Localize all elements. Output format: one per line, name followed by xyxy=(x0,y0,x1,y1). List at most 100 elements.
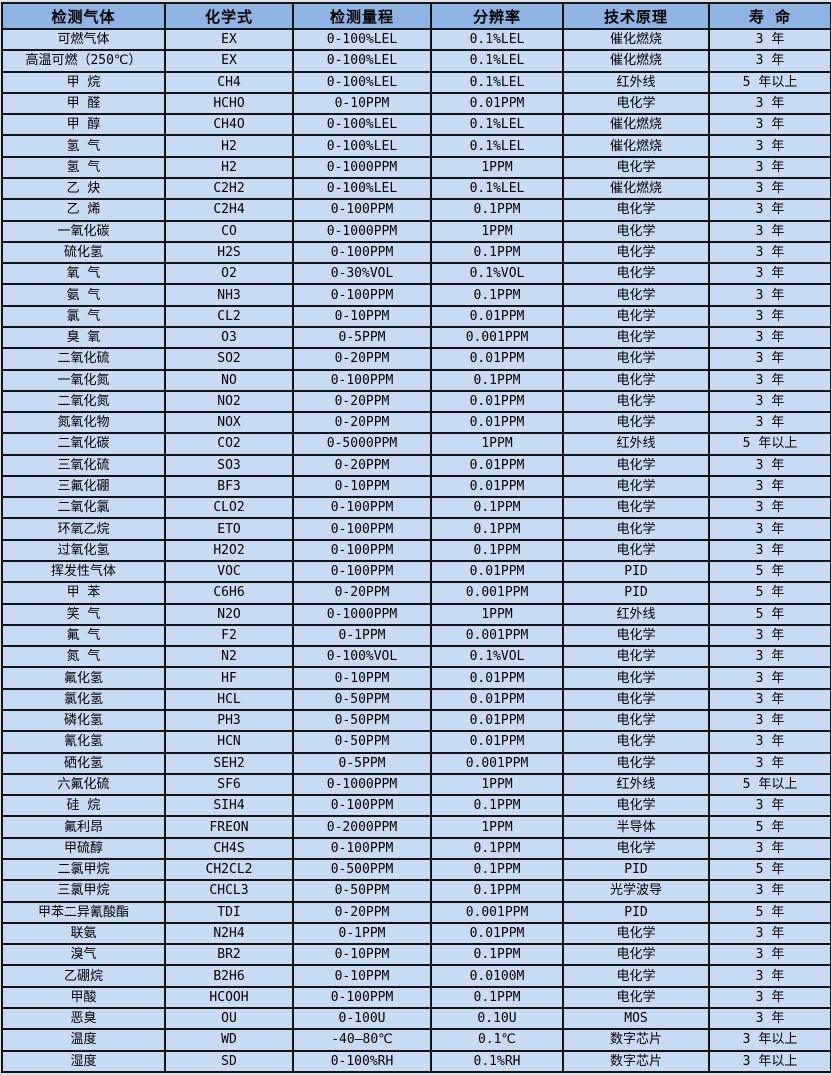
table-row: 三氧化硫 SO3 0-20PPM 0.01PPM 电化学 3 年 xyxy=(1,453,831,477)
table-cell-range: 0-100PPM xyxy=(292,560,432,584)
table-cell-principle: 电化学 xyxy=(562,964,710,988)
table-cell-resolution: 0.1%LEL xyxy=(430,134,564,158)
table-cell-formula: NOX xyxy=(164,411,294,435)
table-cell-resolution: 1PPM xyxy=(430,772,564,797)
table-row: 氰化氢 HCN 0-50PPM 0.01PPM 电化学 3 年 xyxy=(1,730,831,754)
table-cell-formula: H2 xyxy=(164,155,294,179)
table-cell-principle: 红外线 xyxy=(562,70,710,94)
table-cell-lifespan: 3 年 xyxy=(708,474,831,499)
table-row: 氢 气 H2 0-100%LEL 0.1%LEL 催化燃烧 3 年 xyxy=(1,134,831,158)
column-header-principle: 技术原理 xyxy=(562,2,710,30)
table-row: 挥发性气体 VOC 0-100PPM 0.01PPM PID 5 年 xyxy=(1,560,831,584)
gas-spec-table-body: 可燃气体 EX 0-100%LEL 0.1%LEL 催化燃烧 3 年高温可燃（250℃） E… xyxy=(1,27,831,1073)
table-cell-formula: CHCL3 xyxy=(164,879,294,903)
table-cell-principle: 电化学 xyxy=(562,623,710,648)
table-cell-gas: 甲酸 xyxy=(1,985,166,1009)
table-row: 温度 WD -40—80℃ 0.1℃ 数字芯片 3 年以上 xyxy=(1,1028,831,1052)
table-cell-resolution: 0.1PPM xyxy=(430,836,564,860)
table-cell-lifespan: 3 年 xyxy=(708,91,831,116)
table-cell-gas: 甲 苯 xyxy=(1,581,166,605)
table-row: 磷化氢 PH3 0-50PPM 0.01PPM 电化学 3 年 xyxy=(1,708,831,733)
table-cell-resolution: 0.001PPM xyxy=(430,581,564,605)
table-cell-gas: 甲 醇 xyxy=(1,113,166,137)
table-cell-gas: 氟利昂 xyxy=(1,815,166,839)
table-cell-lifespan: 3 年 xyxy=(708,708,831,733)
table-cell-formula: PH3 xyxy=(164,708,294,733)
table-cell-formula: H2S xyxy=(164,240,294,265)
table-cell-lifespan: 3 年 xyxy=(708,623,831,648)
table-cell-principle: 光学波导 xyxy=(562,879,710,903)
table-cell-formula: NO xyxy=(164,368,294,392)
table-cell-gas: 可燃气体 xyxy=(1,27,166,52)
table-cell-gas: 二氯甲烷 xyxy=(1,857,166,882)
table-cell-resolution: 0.01PPM xyxy=(430,453,564,477)
table-cell-lifespan: 3 年 xyxy=(708,134,831,158)
table-cell-principle: 电化学 xyxy=(562,347,710,371)
table-row: 乙 烯 C2H4 0-100PPM 0.1PPM 电化学 3 年 xyxy=(1,198,831,222)
table-cell-lifespan: 3 年 xyxy=(708,155,831,179)
table-cell-formula: TDI xyxy=(164,900,294,924)
table-cell-resolution: 1PPM xyxy=(430,815,564,839)
table-cell-range: 0-50PPM xyxy=(292,879,432,903)
table-cell-range: 0-100PPM xyxy=(292,496,432,520)
table-cell-principle: 电化学 xyxy=(562,411,710,435)
table-cell-range: 0-1PPM xyxy=(292,623,432,648)
table-cell-lifespan: 3 年 xyxy=(708,198,831,222)
table-cell-range: 0-10PPM xyxy=(292,666,432,690)
table-row: 三氟化硼 BF3 0-10PPM 0.01PPM 电化学 3 年 xyxy=(1,474,831,499)
table-cell-formula: CLO2 xyxy=(164,496,294,520)
table-cell-lifespan: 3 年以上 xyxy=(708,1028,831,1052)
table-cell-principle: 催化燃烧 xyxy=(562,176,710,201)
table-row: 氢 气 H2 0-1000PPM 1PPM 电化学 3 年 xyxy=(1,155,831,179)
table-cell-range: 0-100%LEL xyxy=(292,70,432,94)
table-cell-formula: N2H4 xyxy=(164,921,294,946)
table-cell-range: 0-1PPM xyxy=(292,921,432,946)
table-cell-lifespan: 3 年 xyxy=(708,240,831,265)
table-cell-lifespan: 3 年 xyxy=(708,304,831,328)
table-cell-lifespan: 5 年 xyxy=(708,581,831,605)
table-cell-principle: 电化学 xyxy=(562,240,710,265)
column-header-formula: 化学式 xyxy=(164,2,294,30)
table-cell-lifespan: 3 年以上 xyxy=(708,1049,831,1073)
table-cell-lifespan: 3 年 xyxy=(708,347,831,371)
table-cell-range: 0-50PPM xyxy=(292,730,432,754)
table-cell-formula: CH4O xyxy=(164,113,294,137)
table-cell-gas: 氢 气 xyxy=(1,134,166,158)
table-cell-principle: 数字芯片 xyxy=(562,1028,710,1052)
table-cell-lifespan: 3 年 xyxy=(708,921,831,946)
table-cell-formula: HCOOH xyxy=(164,985,294,1009)
table-row: 氯化氢 HCL 0-50PPM 0.01PPM 电化学 3 年 xyxy=(1,687,831,712)
table-cell-principle: 电化学 xyxy=(562,836,710,860)
table-cell-gas: 挥发性气体 xyxy=(1,560,166,584)
table-cell-gas: 氨 气 xyxy=(1,283,166,307)
table-cell-lifespan: 5 年 xyxy=(708,560,831,584)
table-cell-gas: 甲苯二异氰酸酯 xyxy=(1,900,166,924)
table-cell-lifespan: 3 年 xyxy=(708,943,831,967)
table-cell-formula: NO2 xyxy=(164,389,294,414)
table-cell-gas: 氰化氢 xyxy=(1,730,166,754)
table-cell-formula: BR2 xyxy=(164,943,294,967)
table-cell-resolution: 0.1%VOL xyxy=(430,645,564,669)
table-cell-gas: 氮氧化物 xyxy=(1,411,166,435)
table-cell-formula: N2O xyxy=(164,602,294,626)
table-cell-range: 0-100%LEL xyxy=(292,176,432,201)
table-cell-gas: 二氧化硫 xyxy=(1,347,166,371)
table-cell-gas: 乙 烯 xyxy=(1,198,166,222)
column-header-lifespan: 寿 命 xyxy=(708,2,831,30)
table-cell-lifespan: 3 年 xyxy=(708,27,831,52)
table-cell-resolution: 0.01PPM xyxy=(430,560,564,584)
table-cell-gas: 一氧化碳 xyxy=(1,219,166,243)
table-cell-lifespan: 3 年 xyxy=(708,666,831,690)
table-cell-principle: 电化学 xyxy=(562,474,710,499)
table-cell-principle: 电化学 xyxy=(562,325,710,350)
table-cell-resolution: 1PPM xyxy=(430,432,564,456)
table-cell-formula: HF xyxy=(164,666,294,690)
table-cell-range: 0-20PPM xyxy=(292,453,432,477)
table-cell-range: 0-100PPM xyxy=(292,985,432,1009)
table-cell-gas: 甲硫醇 xyxy=(1,836,166,860)
table-cell-range: 0-5PPM xyxy=(292,325,432,350)
table-cell-range: 0-100PPM xyxy=(292,240,432,265)
table-cell-formula: EX xyxy=(164,27,294,52)
table-cell-lifespan: 3 年 xyxy=(708,538,831,563)
